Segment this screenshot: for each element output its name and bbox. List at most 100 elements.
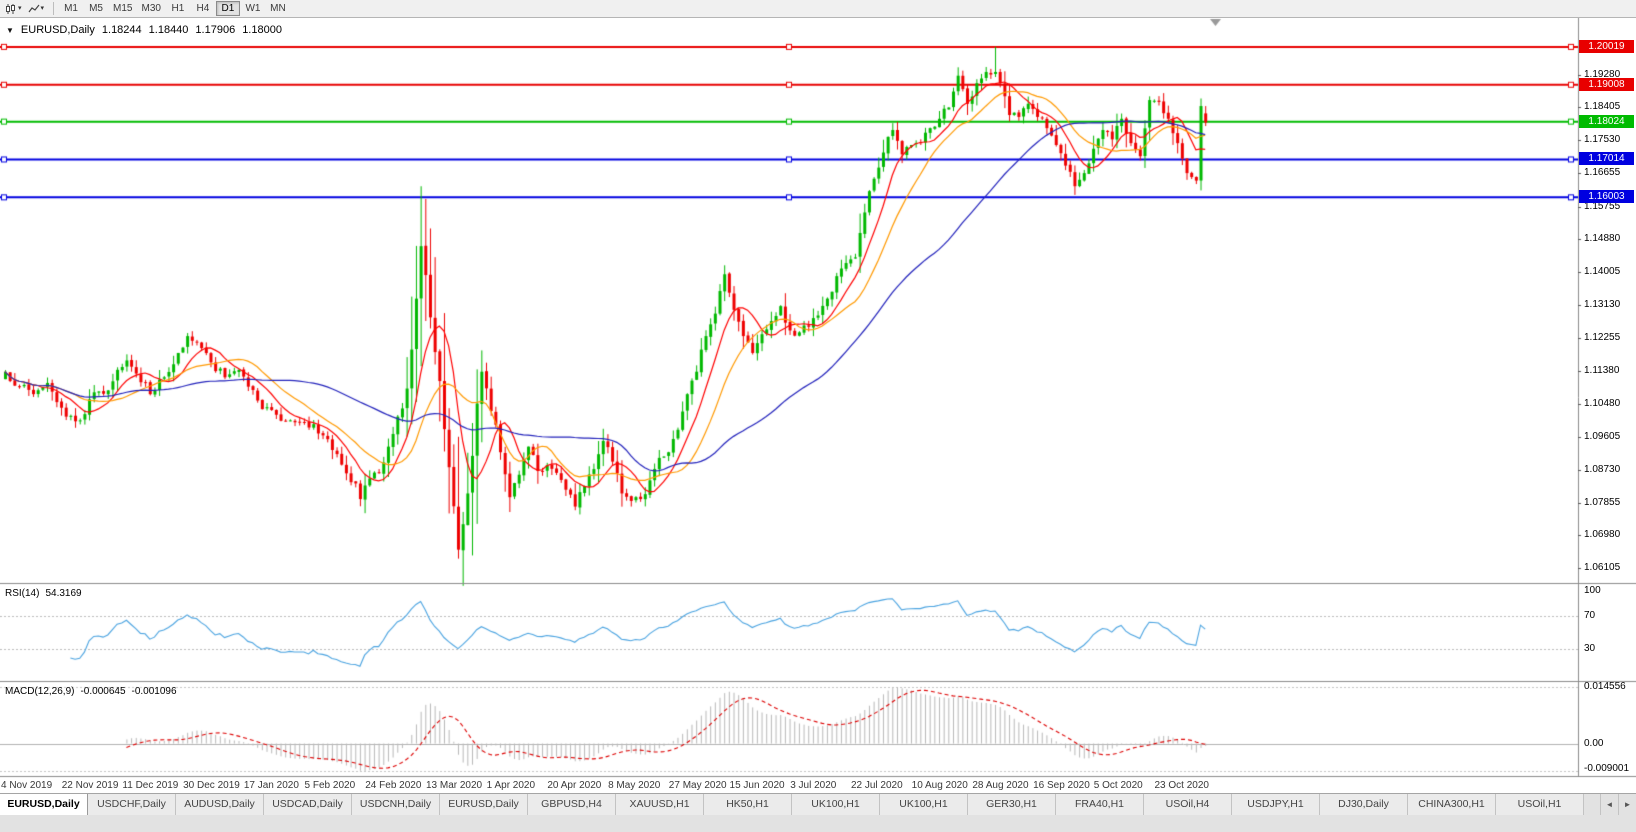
price-axis-label: 1.11380 bbox=[1584, 364, 1620, 376]
dropdown-caret-icon: ▾ bbox=[40, 4, 45, 12]
line-chart-icon bbox=[28, 4, 39, 12]
price-axis-label: 1.06980 bbox=[1584, 529, 1621, 541]
macd-label: MACD(12,26,9) bbox=[5, 686, 75, 697]
chart-symbol-label: EURUSD,Daily bbox=[20, 24, 95, 36]
macd-axis-label: -0.009001 bbox=[1584, 763, 1630, 774]
chart-tab-dj30-daily[interactable]: DJ30,Daily bbox=[1320, 794, 1408, 815]
chart-tab-uk100-h1[interactable]: UK100,H1 bbox=[792, 794, 880, 815]
chart-tab-usdchf-daily[interactable]: USDCHF,Daily bbox=[88, 794, 176, 815]
rsi-label: RSI(14) bbox=[5, 588, 40, 599]
chart-ohlc-header: ▼ EURUSD,Daily 1.18244 1.18440 1.17906 1… bbox=[6, 24, 282, 36]
ohlc-close-value: 1.18000 bbox=[242, 24, 282, 36]
time-axis-label: 3 Jul 2020 bbox=[790, 780, 837, 791]
price-axis-label: 1.15755 bbox=[1584, 200, 1621, 212]
timeframe-button-d1[interactable]: D1 bbox=[215, 1, 240, 16]
timeframe-button-m5[interactable]: M5 bbox=[89, 3, 103, 14]
tab-scroll-right-button[interactable]: ► bbox=[1618, 794, 1636, 815]
price-axis-label: 1.12255 bbox=[1584, 331, 1621, 343]
time-axis-label: 16 Sep 2020 bbox=[1033, 780, 1090, 791]
price-level-badge[interactable]: 1.17014 bbox=[1579, 152, 1634, 166]
price-axis-label: 1.14880 bbox=[1584, 233, 1621, 245]
rsi-axis-label: 100 bbox=[1584, 585, 1601, 596]
price-chart-canvas[interactable] bbox=[0, 18, 1636, 793]
timeframe-button-mn[interactable]: MN bbox=[270, 3, 286, 14]
chart-tab-eurusd-daily[interactable]: EURUSD,Daily bbox=[440, 794, 528, 815]
time-axis-label: 5 Feb 2020 bbox=[304, 780, 356, 791]
ohlc-open-value: 1.18244 bbox=[101, 24, 142, 36]
chart-tab-eurusd-daily[interactable]: EURUSD,Daily bbox=[0, 794, 88, 815]
price-axis-label: 1.06105 bbox=[1584, 562, 1621, 574]
price-axis-label: 1.17530 bbox=[1584, 134, 1621, 146]
timeframe-button-m1[interactable]: M1 bbox=[64, 3, 78, 14]
price-level-badge[interactable]: 1.16003 bbox=[1579, 190, 1634, 204]
macd-indicator-header: MACD(12,26,9) -0.000645 -0.001096 bbox=[5, 686, 177, 697]
chart-tab-fra40-h1[interactable]: FRA40,H1 bbox=[1056, 794, 1144, 815]
period-toolbar: ▾ ▾ M1 M5 M15 M30 H1 H4 D1 W1 MN bbox=[0, 0, 1636, 18]
time-axis-label: 5 Oct 2020 bbox=[1093, 780, 1143, 791]
time-axis-label: 15 Jun 2020 bbox=[729, 780, 785, 791]
chart-tab-gbpusd-h4[interactable]: GBPUSD,H4 bbox=[528, 794, 616, 815]
rsi-axis-label: 30 bbox=[1584, 643, 1596, 655]
tab-scroll-buttons: ◄ ► bbox=[1600, 794, 1636, 815]
rsi-axis-label: 70 bbox=[1584, 609, 1596, 621]
price-axis-label: 1.08730 bbox=[1584, 463, 1621, 475]
chart-tab-audusd-daily[interactable]: AUDUSD,Daily bbox=[176, 794, 264, 815]
chart-tab-usoil-h1[interactable]: USOil,H1 bbox=[1496, 794, 1584, 815]
ohlc-low-value: 1.17906 bbox=[195, 24, 236, 36]
timeframe-button-h1[interactable]: H1 bbox=[171, 3, 185, 14]
time-axis-label: 11 Dec 2019 bbox=[122, 780, 179, 791]
price-axis-label: 1.16655 bbox=[1584, 166, 1621, 178]
rsi-value: 54.3169 bbox=[45, 588, 82, 599]
price-level-badge[interactable]: 1.20019 bbox=[1579, 39, 1634, 53]
time-axis-label: 4 Nov 2019 bbox=[1, 780, 53, 791]
price-axis-label: 1.13130 bbox=[1584, 298, 1621, 310]
dropdown-caret-icon: ▾ bbox=[18, 4, 22, 12]
toolbar-separator bbox=[53, 2, 55, 15]
macd-axis-label: 0.014556 bbox=[1584, 681, 1626, 692]
timeframe-button-m30[interactable]: M30 bbox=[141, 3, 161, 14]
time-axis-label: 1 Apr 2020 bbox=[486, 780, 536, 791]
chart-tabs: EURUSD,Daily USDCHF,Daily AUDUSD,Daily USDC… bbox=[0, 794, 1600, 815]
chart-tab-usdjpy-h1[interactable]: USDJPY,H1 bbox=[1232, 794, 1320, 815]
chart-tab-xauusd-h1[interactable]: XAUUSD,H1 bbox=[616, 794, 704, 815]
chart-tab-hk50-h1[interactable]: HK50,H1 bbox=[704, 794, 792, 815]
chart-tab-china300-h1[interactable]: CHINA300,H1 bbox=[1408, 794, 1496, 815]
macd-axis-label: 0.00 bbox=[1584, 737, 1604, 749]
time-axis-label: 23 Oct 2020 bbox=[1154, 780, 1209, 791]
chart-tab-usdcad-daily[interactable]: USDCAD,Daily bbox=[264, 794, 352, 815]
price-level-badge[interactable]: 1.18024 bbox=[1579, 114, 1634, 128]
chart-tab-bar: EURUSD,Daily USDCHF,Daily AUDUSD,Daily USDC… bbox=[0, 793, 1636, 832]
timeframe-button-h4[interactable]: H4 bbox=[196, 3, 210, 14]
timeframe-button-w1[interactable]: W1 bbox=[245, 3, 261, 14]
chart-tab-ger30-h1[interactable]: GER30,H1 bbox=[968, 794, 1056, 815]
timeframe-button-m15[interactable]: M15 bbox=[113, 3, 133, 14]
price-level-badge[interactable]: 1.19008 bbox=[1579, 77, 1634, 91]
price-axis-label: 1.07855 bbox=[1584, 496, 1621, 508]
chart-tab-usdcnh-daily[interactable]: USDCNH,Daily bbox=[352, 794, 440, 815]
ohlc-high-value: 1.18440 bbox=[148, 24, 189, 36]
time-axis-label: 10 Aug 2020 bbox=[911, 780, 968, 791]
tab-scroll-left-button[interactable]: ◄ bbox=[1600, 794, 1618, 815]
time-axis-label: 8 May 2020 bbox=[608, 780, 661, 791]
collapse-arrow-icon[interactable]: ▼ bbox=[6, 25, 14, 35]
price-axis-label: 1.18405 bbox=[1584, 101, 1621, 113]
time-axis-label: 22 Jul 2020 bbox=[850, 780, 903, 791]
time-axis-label: 22 Nov 2019 bbox=[61, 780, 119, 791]
time-axis-label: 30 Dec 2019 bbox=[183, 780, 240, 791]
price-axis-label: 1.09605 bbox=[1584, 431, 1621, 443]
time-axis-label: 20 Apr 2020 bbox=[547, 780, 602, 791]
timeframe-buttons: M1 M5 M15 M30 H1 H4 D1 W1 MN bbox=[59, 1, 291, 16]
time-axis-label: 24 Feb 2020 bbox=[365, 780, 422, 791]
chart-tab-usoil-h4[interactable]: USOil,H4 bbox=[1144, 794, 1232, 815]
candlestick-chart-icon bbox=[6, 3, 15, 14]
chart-tab-uk100-h1[interactable]: UK100,H1 bbox=[880, 794, 968, 815]
price-axis-label: 1.19280 bbox=[1584, 68, 1621, 80]
chart-type-dropdown-button[interactable]: ▾ bbox=[3, 1, 24, 17]
chart-area[interactable]: ▼ EURUSD,Daily 1.18244 1.18440 1.17906 1… bbox=[0, 18, 1636, 793]
time-axis-label: 17 Jan 2020 bbox=[243, 780, 299, 791]
macd-signal-value: -0.001096 bbox=[131, 686, 177, 697]
chart-style-dropdown-button[interactable]: ▾ bbox=[26, 1, 47, 17]
macd-main-value: -0.000645 bbox=[80, 686, 126, 697]
time-axis-label: 27 May 2020 bbox=[668, 780, 727, 791]
